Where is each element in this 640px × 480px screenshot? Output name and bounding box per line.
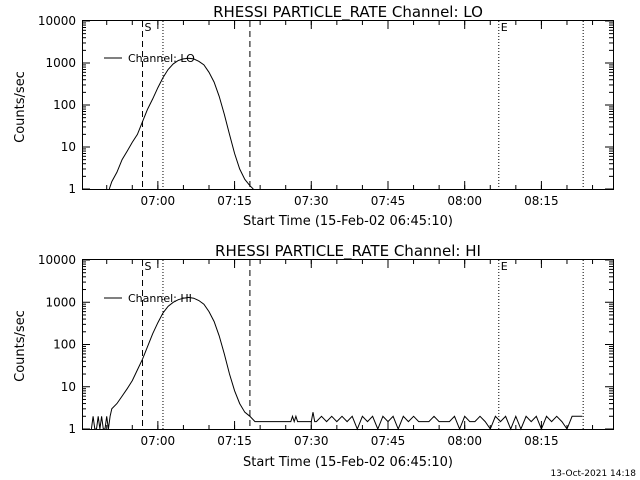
y-tick-label-hi: 1: [68, 422, 76, 436]
y-axis-label-lo: Counts/sec: [13, 71, 28, 143]
panel-hi: RHESSI PARTICLE_RATE Channel: HI Counts/…: [13, 242, 614, 470]
x-tick-label-hi: 08:00: [447, 434, 482, 448]
time-marker-label-hi: S: [145, 260, 152, 273]
axis-ticks-lo: 1 10 100 1000 10000 07:00 07:15 07:30 07:45 08:00…: [38, 14, 613, 208]
y-tick-label-hi: 10: [61, 380, 76, 394]
y-tick-label-lo: 1: [68, 182, 76, 196]
x-tick-label-hi: 07:30: [294, 434, 329, 448]
legend-label-hi: Channel: HI: [128, 292, 192, 305]
y-tick-label-hi: 100: [53, 338, 76, 352]
y-axis-label-hi: Counts/sec: [13, 310, 28, 382]
chart-title-hi: RHESSI PARTICLE_RATE Channel: HI: [215, 242, 481, 261]
y-tick-label-lo: 1000: [45, 56, 76, 70]
chart-title-lo: RHESSI PARTICLE_RATE Channel: LO: [213, 3, 483, 22]
x-tick-label-hi: 07:45: [371, 434, 406, 448]
x-tick-label-lo: 07:45: [371, 194, 406, 208]
y-tick-label-hi: 1000: [45, 295, 76, 309]
x-tick-label-hi: 08:15: [524, 434, 559, 448]
y-tick-label-lo: 10: [61, 140, 76, 154]
x-tick-label-lo: 07:30: [294, 194, 329, 208]
legend-label-lo: Channel: LO: [128, 52, 195, 65]
x-axis-label-lo: Start Time (15-Feb-02 06:45:10): [243, 214, 453, 229]
x-tick-label-lo: 08:15: [524, 194, 559, 208]
x-tick-label-hi: 07:00: [141, 434, 176, 448]
axis-ticks-hi: 1 10 100 1000 10000 07:00 07:15 07:30 07:45 08:00…: [38, 253, 613, 448]
x-tick-label-lo: 08:00: [447, 194, 482, 208]
time-marker-label-hi: E: [501, 260, 508, 273]
x-tick-label-lo: 07:00: [141, 194, 176, 208]
time-marker-label-lo: S: [145, 21, 152, 34]
legend-lo: Channel: LO: [104, 52, 195, 65]
time-marker-label-lo: E: [501, 21, 508, 34]
x-tick-label-lo: 07:15: [217, 194, 252, 208]
legend-hi: Channel: HI: [104, 292, 192, 305]
plot-frame-hi: [82, 259, 614, 430]
series-hi: [90, 296, 583, 431]
y-tick-label-lo: 100: [53, 98, 76, 112]
x-axis-label-hi: Start Time (15-Feb-02 06:45:10): [243, 455, 453, 470]
y-tick-label-hi: 10000: [38, 253, 76, 267]
series-lo: [108, 57, 254, 190]
series-line-lo: [108, 57, 254, 190]
panel-lo: RHESSI PARTICLE_RATE Channel: LO Counts/…: [13, 3, 614, 229]
series-line-hi: [90, 296, 583, 431]
timestamp: 13-Oct-2021 14:18: [551, 469, 637, 479]
y-tick-label-lo: 10000: [38, 14, 76, 28]
x-tick-label-hi: 07:15: [217, 434, 252, 448]
plot-frame-lo: [82, 20, 614, 190]
